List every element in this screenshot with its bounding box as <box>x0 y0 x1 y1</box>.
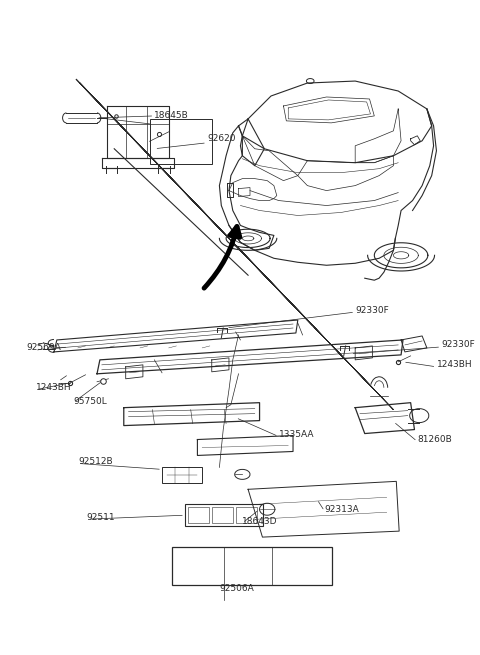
Text: 1243BH: 1243BH <box>36 383 72 392</box>
Bar <box>150 119 212 164</box>
Text: 92313A: 92313A <box>324 505 360 514</box>
Bar <box>171 547 332 585</box>
Bar <box>236 507 257 523</box>
Text: 92569A: 92569A <box>26 343 61 352</box>
Text: 81260B: 81260B <box>417 435 452 444</box>
Text: 92512B: 92512B <box>78 457 112 466</box>
Bar <box>185 504 264 526</box>
Text: 92330F: 92330F <box>441 341 475 349</box>
Text: 18645B: 18645B <box>155 111 189 121</box>
Text: 92506A: 92506A <box>219 584 254 593</box>
Bar <box>212 507 233 523</box>
Bar <box>188 507 209 523</box>
Text: 1243BH: 1243BH <box>436 360 472 369</box>
Text: 1335AA: 1335AA <box>279 430 314 439</box>
Text: 18643D: 18643D <box>242 517 278 526</box>
Text: 92620: 92620 <box>207 134 236 143</box>
Bar <box>162 468 202 483</box>
Text: 92511: 92511 <box>86 513 115 521</box>
Text: 92330F: 92330F <box>355 306 389 314</box>
Text: 95750L: 95750L <box>73 397 107 406</box>
